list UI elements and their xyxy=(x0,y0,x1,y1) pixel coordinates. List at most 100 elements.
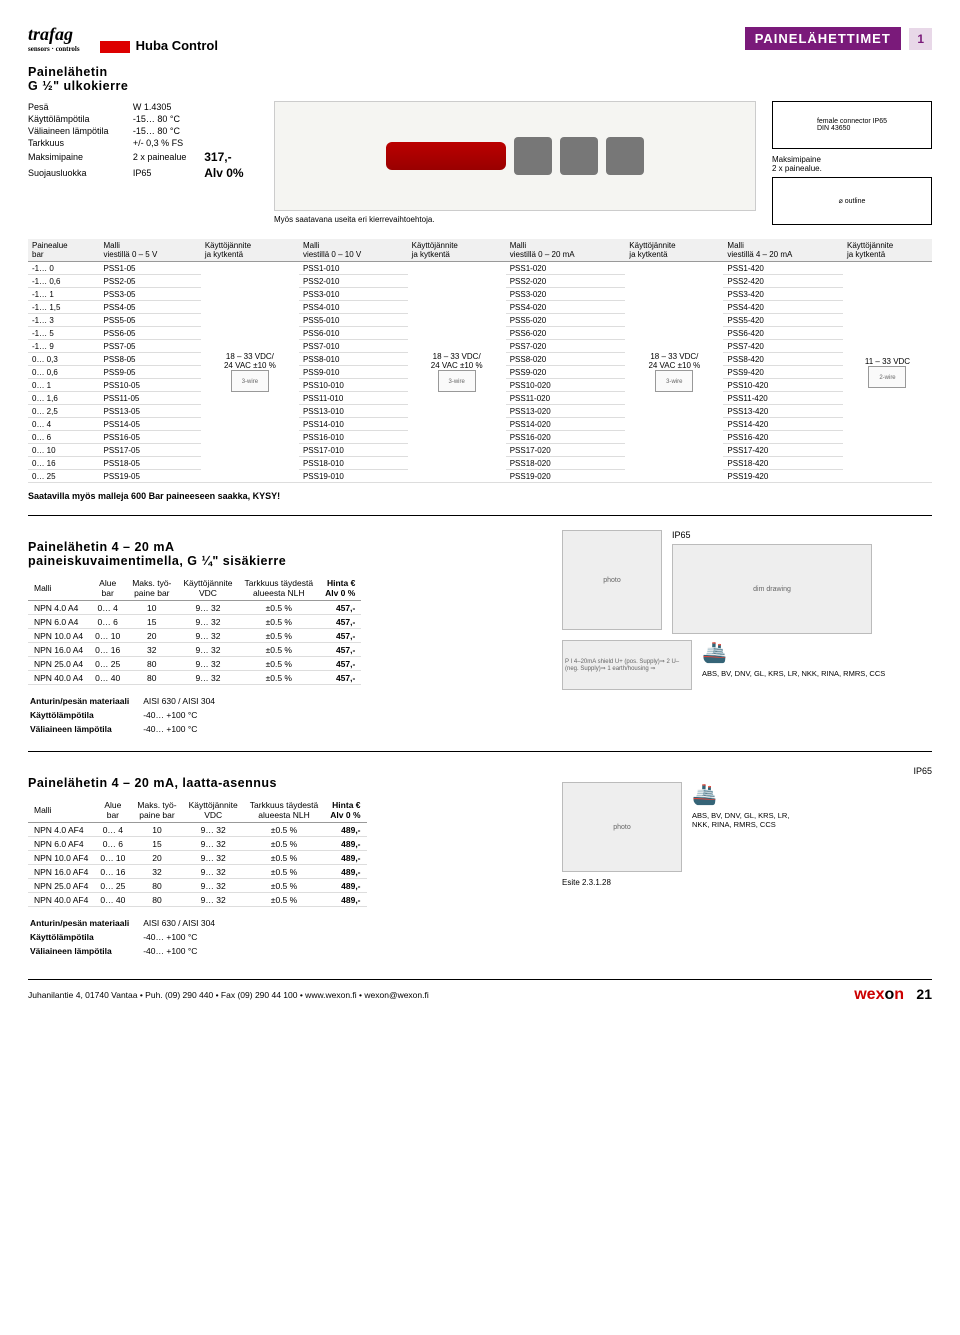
huba-red-box xyxy=(100,41,130,53)
material-cell: Anturin/pesän materiaali xyxy=(30,917,141,929)
table-cell: PSS3-05 xyxy=(99,288,200,301)
table-cell: NPN 10.0 A4 xyxy=(28,629,89,643)
table-header: Käyttöjännite VDC xyxy=(183,798,244,823)
table-cell: PSS17-420 xyxy=(723,444,843,457)
table-cell: 10 xyxy=(126,601,177,615)
table-cell: 80 xyxy=(126,657,177,671)
product-photo xyxy=(274,101,756,211)
table-cell: PSS13-010 xyxy=(299,405,408,418)
table-cell: 32 xyxy=(131,865,182,879)
table-cell: ±0.5 % xyxy=(239,657,320,671)
table-row: NPN 16.0 AF40… 16329… 32±0.5 %489,- xyxy=(28,865,367,879)
table-cell: PSS5-010 xyxy=(299,314,408,327)
table-cell: PSS9-420 xyxy=(723,366,843,379)
table-cell: PSS17-05 xyxy=(99,444,200,457)
table-cell: 9… 32 xyxy=(177,629,238,643)
table-cell: NPN 16.0 A4 xyxy=(28,643,89,657)
ship-cert: 🚢 ABS, BV, DNV, GL, KRS, LR, NKK, RINA, … xyxy=(702,640,885,678)
table-header: Maks. työ- paine bar xyxy=(126,576,177,601)
table-cell: PSS1-010 xyxy=(299,262,408,275)
material-row: Käyttölämpötila-40… +100 °C xyxy=(30,931,227,943)
table-cell: 457,- xyxy=(319,657,361,671)
table-cell: 9… 32 xyxy=(183,893,244,907)
spec-cell: -15… 80 °C xyxy=(133,113,204,125)
table-cell: PSS7-020 xyxy=(506,340,626,353)
table-header: Tarkkuus täydestä alueesta NLH xyxy=(239,576,320,601)
table-cell: PSS3-010 xyxy=(299,288,408,301)
table-cell: 0… 25 xyxy=(94,879,131,893)
header-page-num: 1 xyxy=(909,28,932,50)
huba-logo: Huba Control xyxy=(100,38,218,53)
table-cell: 9… 32 xyxy=(183,837,244,851)
table-cell: PSS14-010 xyxy=(299,418,408,431)
ship-icon: 🚢 xyxy=(692,784,717,806)
table-cell: 0… 16 xyxy=(94,865,131,879)
table-cell: 0… 6 xyxy=(89,615,126,629)
material-cell: AISI 630 / AISI 304 xyxy=(143,917,227,929)
table-cell: PSS11-05 xyxy=(99,392,200,405)
table-cell: PSS5-020 xyxy=(506,314,626,327)
table-cell: PSS10-420 xyxy=(723,379,843,392)
spec-block: PesäW 1.4305Käyttölämpötila-15… 80 °CVäl… xyxy=(28,101,258,225)
material-cell: Anturin/pesän materiaali xyxy=(30,695,141,707)
table-cell: PSS10-010 xyxy=(299,379,408,392)
table-cell: 489,- xyxy=(324,893,366,907)
cert-text: ABS, BV, DNV, GL, KRS, LR, NKK, RINA, RM… xyxy=(702,669,885,678)
table-cell: PSS10-05 xyxy=(99,379,200,392)
spec-cell: Käyttölämpötila xyxy=(28,113,133,125)
section2-materials: Anturin/pesän materiaaliAISI 630 / AISI … xyxy=(28,693,548,737)
table-cell: 9… 32 xyxy=(183,865,244,879)
table-cell: PSS11-020 xyxy=(506,392,626,405)
table-cell: PSS9-020 xyxy=(506,366,626,379)
table-cell: 9… 32 xyxy=(183,851,244,865)
table-cell: PSS3-020 xyxy=(506,288,626,301)
table-cell: 9… 32 xyxy=(177,601,238,615)
dimension-drawing: dim drawing xyxy=(672,544,872,634)
table-cell: PSS2-420 xyxy=(723,275,843,288)
table-cell: 0… 40 xyxy=(89,671,126,685)
brand-logos: trafag sensors · controls Huba Control xyxy=(28,24,218,53)
table-cell: 10 xyxy=(131,823,182,837)
table-cell: PSS9-010 xyxy=(299,366,408,379)
spec-cell xyxy=(204,113,258,125)
cert-text: ABS, BV, DNV, GL, KRS, LR, NKK, RINA, RM… xyxy=(692,811,789,829)
table-header: Malli viestillä 0 – 20 mA xyxy=(506,239,626,262)
table-cell: -1… 1 xyxy=(28,288,99,301)
sensor-red-icon xyxy=(386,142,506,170)
table-cell: 457,- xyxy=(319,629,361,643)
spec-row: SuojausluokkaIP65Alv 0% xyxy=(28,165,258,181)
table-cell: 0… 4 xyxy=(94,823,131,837)
divider xyxy=(28,751,932,752)
material-row: Väliaineen lämpötila-40… +100 °C xyxy=(30,723,227,735)
table-cell: 457,- xyxy=(319,615,361,629)
table-cell: 457,- xyxy=(319,643,361,657)
table-cell: PSS17-020 xyxy=(506,444,626,457)
table-cell: 489,- xyxy=(324,879,366,893)
table-header: Malli viestillä 4 – 20 mA xyxy=(723,239,843,262)
spec-cell: Alv 0% xyxy=(204,165,258,181)
table-cell: 9… 32 xyxy=(177,643,238,657)
table-cell: PSS17-010 xyxy=(299,444,408,457)
material-row: Anturin/pesän materiaaliAISI 630 / AISI … xyxy=(30,917,227,929)
table-cell: ±0.5 % xyxy=(244,851,325,865)
outline-diagram: ⌀ outline xyxy=(772,177,932,225)
spec-cell: 317,- xyxy=(204,149,258,165)
material-cell: Käyttölämpötila xyxy=(30,931,141,943)
spec-cell xyxy=(204,137,258,149)
table-cell: -1… 0 xyxy=(28,262,99,275)
table-header: Alue bar xyxy=(94,798,131,823)
table-row: -1… 0PSS1-0518 – 33 VDC/ 24 VAC ±10 %3-w… xyxy=(28,262,932,275)
table-cell: PSS13-420 xyxy=(723,405,843,418)
table-cell: NPN 25.0 AF4 xyxy=(28,879,94,893)
table-cell: 0… 6 xyxy=(28,431,99,444)
page-footer: Juhanilantie 4, 01740 Vantaa • Puh. (09)… xyxy=(28,979,932,1004)
table-cell: PSS4-420 xyxy=(723,301,843,314)
table-cell: 457,- xyxy=(319,601,361,615)
section1-note: Saatavilla myös malleja 600 Bar paineese… xyxy=(28,491,932,501)
header-bar: trafag sensors · controls Huba Control P… xyxy=(28,24,932,53)
table-cell: NPN 16.0 AF4 xyxy=(28,865,94,879)
table-header: Alue bar xyxy=(89,576,126,601)
table-cell: PSS4-05 xyxy=(99,301,200,314)
table-cell: PSS6-010 xyxy=(299,327,408,340)
table-cell: 489,- xyxy=(324,823,366,837)
